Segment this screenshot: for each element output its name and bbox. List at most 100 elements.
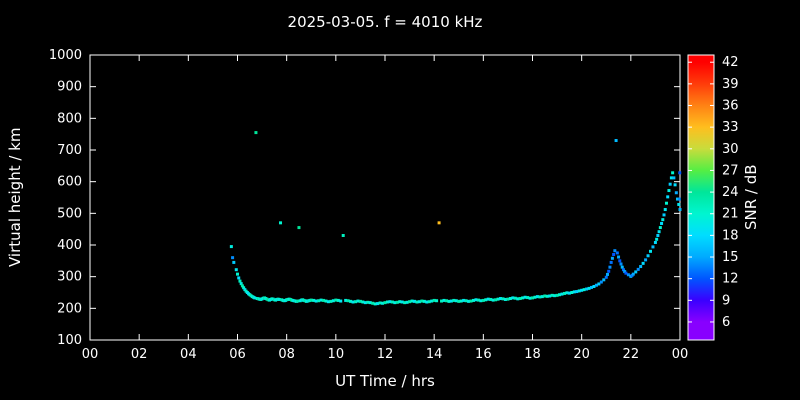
data-point [363, 301, 367, 305]
x-tick-label: 16 [475, 347, 492, 362]
data-point [655, 237, 659, 241]
data-point [658, 226, 662, 230]
data-point [319, 298, 323, 302]
data-point [449, 299, 453, 303]
colorbar-tick-label: 30 [722, 142, 739, 157]
data-point [590, 285, 593, 289]
data-point [425, 300, 429, 304]
data-point [334, 298, 338, 302]
data-point [572, 290, 576, 294]
data-point [636, 267, 640, 271]
data-point [395, 300, 399, 304]
data-point [626, 273, 630, 277]
data-point [526, 296, 530, 300]
data-point [415, 300, 419, 304]
data-point [508, 297, 512, 301]
data-point [454, 299, 458, 303]
data-point [619, 262, 623, 266]
data-point [277, 297, 281, 301]
data-point [469, 299, 473, 303]
y-tick-label: 100 [57, 333, 82, 348]
data-point [254, 131, 258, 135]
data-point [381, 301, 385, 305]
data-point [521, 296, 525, 300]
y-tick-label: 500 [57, 206, 82, 221]
x-tick-label: 08 [278, 347, 295, 362]
colorbar-bar [687, 54, 715, 341]
data-point [651, 245, 655, 249]
x-tick-label: 04 [180, 347, 197, 362]
data-point [602, 278, 606, 282]
data-point [373, 302, 377, 306]
x-tick-label: 18 [524, 347, 541, 362]
data-point [599, 280, 603, 284]
data-point [624, 271, 628, 275]
data-point [474, 298, 478, 302]
data-point [577, 289, 581, 293]
data-point [297, 226, 301, 230]
data-point [531, 296, 534, 300]
data-point [553, 294, 557, 298]
data-point [668, 182, 672, 186]
data-point [631, 272, 635, 276]
data-point [657, 230, 661, 234]
data-point [346, 299, 350, 303]
data-point [336, 298, 340, 302]
colorbar-tick-label: 36 [722, 99, 739, 114]
colorbar-tick-label: 15 [722, 250, 739, 265]
x-tick-label: 20 [573, 347, 590, 362]
y-tick-label: 1000 [49, 48, 82, 63]
colorbar-label: SNR / dB [742, 164, 760, 231]
data-point [550, 293, 554, 297]
x-tick-label: 14 [426, 347, 443, 362]
data-point [560, 292, 564, 296]
data-point [444, 299, 448, 303]
data-point [503, 297, 507, 301]
data-point [585, 287, 589, 291]
data-point [610, 256, 614, 260]
data-point [393, 301, 397, 305]
data-point [567, 291, 571, 295]
data-point [326, 300, 330, 304]
data-point [388, 300, 392, 304]
data-point [398, 300, 402, 304]
data-point [620, 265, 624, 269]
data-point [538, 295, 542, 299]
data-point [494, 298, 498, 302]
data-point [580, 288, 584, 292]
colorbar-tick-label: 9 [722, 293, 730, 308]
data-points [229, 131, 682, 306]
data-point [341, 234, 345, 237]
data-point [435, 299, 439, 303]
data-point [562, 291, 566, 295]
colorbar-tick-label: 27 [722, 163, 739, 178]
y-tick-label: 600 [57, 175, 82, 190]
data-point [232, 260, 236, 264]
data-point [656, 234, 660, 237]
data-point [238, 279, 242, 283]
colorbar-tick-label: 42 [722, 55, 739, 70]
data-point [518, 297, 522, 301]
data-point [621, 268, 625, 272]
data-point [452, 298, 456, 302]
data-point [565, 291, 569, 295]
data-point [432, 298, 436, 302]
data-point [484, 298, 488, 302]
y-axis-label: Virtual height / km [6, 127, 24, 268]
data-point [605, 272, 609, 276]
colorbar-tick-label: 6 [722, 315, 730, 330]
data-point [234, 268, 238, 272]
data-point [442, 298, 446, 302]
x-tick-label: 06 [229, 347, 246, 362]
colorbar-tick-label: 12 [722, 272, 739, 287]
data-point [417, 300, 421, 304]
data-point [673, 183, 677, 187]
data-point [644, 258, 648, 262]
data-point [459, 299, 463, 303]
data-point [371, 301, 375, 305]
data-point [641, 261, 645, 265]
x-tick-label: 12 [377, 347, 394, 362]
data-point [612, 253, 616, 256]
data-point [349, 299, 353, 303]
